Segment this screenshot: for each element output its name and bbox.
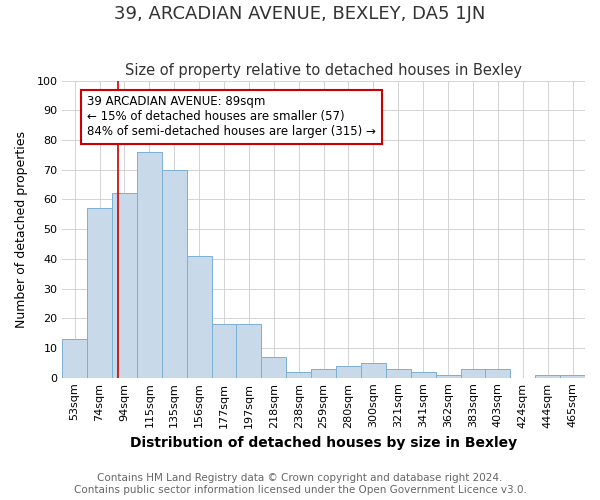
Bar [87, 208, 112, 378]
Bar [286, 372, 311, 378]
Bar [560, 374, 585, 378]
Bar [311, 369, 336, 378]
Bar [187, 256, 212, 378]
Bar [137, 152, 162, 378]
Bar [411, 372, 436, 378]
Text: 39, ARCADIAN AVENUE, BEXLEY, DA5 1JN: 39, ARCADIAN AVENUE, BEXLEY, DA5 1JN [115, 5, 485, 23]
Bar [436, 374, 461, 378]
Y-axis label: Number of detached properties: Number of detached properties [15, 130, 28, 328]
Bar [361, 363, 386, 378]
Bar [162, 170, 187, 378]
Bar [485, 369, 511, 378]
Title: Size of property relative to detached houses in Bexley: Size of property relative to detached ho… [125, 63, 522, 78]
X-axis label: Distribution of detached houses by size in Bexley: Distribution of detached houses by size … [130, 436, 517, 450]
Bar [386, 369, 411, 378]
Text: 39 ARCADIAN AVENUE: 89sqm
← 15% of detached houses are smaller (57)
84% of semi-: 39 ARCADIAN AVENUE: 89sqm ← 15% of detac… [87, 96, 376, 138]
Bar [336, 366, 361, 378]
Bar [212, 324, 236, 378]
Bar [461, 369, 485, 378]
Bar [62, 339, 87, 378]
Text: Contains HM Land Registry data © Crown copyright and database right 2024.
Contai: Contains HM Land Registry data © Crown c… [74, 474, 526, 495]
Bar [262, 357, 286, 378]
Bar [236, 324, 262, 378]
Bar [535, 374, 560, 378]
Bar [112, 194, 137, 378]
